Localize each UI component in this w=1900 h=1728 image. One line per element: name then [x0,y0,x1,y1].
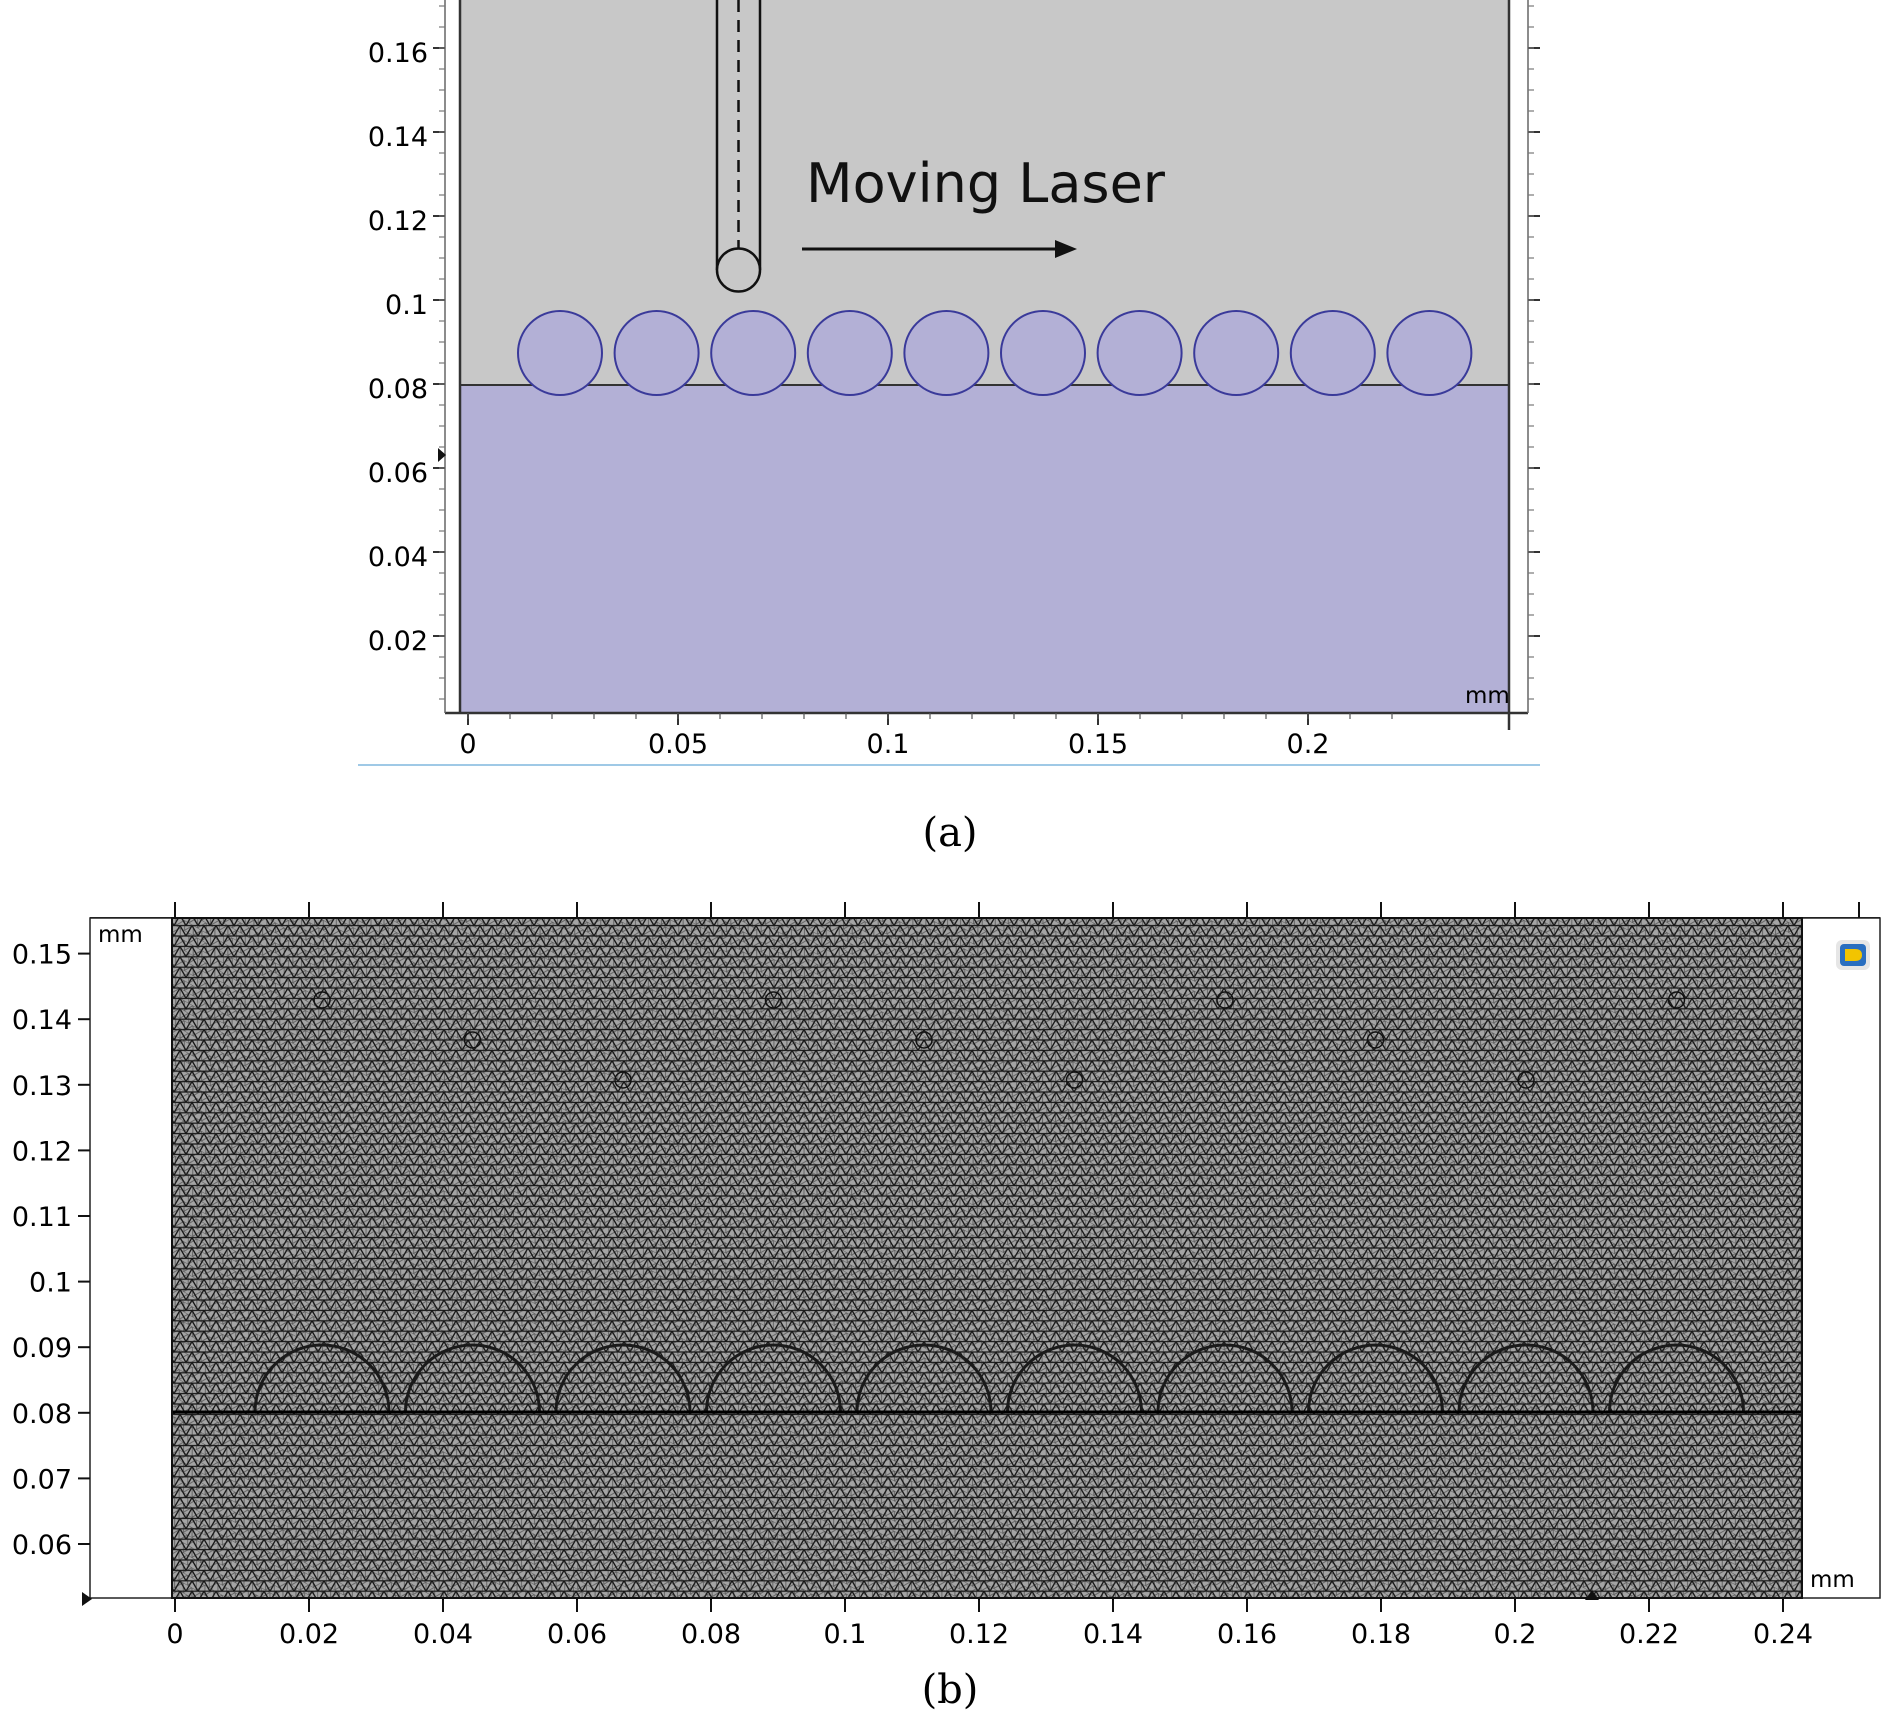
x-tick-label-b: 0.1 [824,1619,867,1650]
unit-label-b-top: mm [98,922,143,948]
right-white-panel [1801,917,1881,1599]
x-tick-label-a: 0.15 [1068,729,1128,760]
powder-particle [1386,310,1473,396]
y-tick-label-a: 0.06 [368,458,428,489]
mesh-particles-b [253,991,1745,1413]
mesh-node-cluster [1667,991,1686,1009]
y-tick-label-b: 0.07 [12,1464,72,1495]
x-tick-label-b: 0.22 [1619,1619,1679,1650]
mesh-particle-outline [1307,1343,1444,1413]
y-tick-label-a: 0.1 [385,290,428,321]
x-tick-label-b: 0.08 [681,1619,741,1650]
direction-arrow [802,240,1077,258]
caption-b: (b) [922,1667,979,1713]
unit-label-b-right: mm [1810,1567,1855,1593]
mesh-node-cluster [463,1031,482,1049]
axis-marker-bottom-b [1585,1590,1599,1600]
mesh-node-cluster [1216,991,1234,1009]
mesh-particle-outline [404,1343,541,1413]
panel-a: Moving Laser mm 0 0.05 0.1 0.15 0.20.020.040… [358,0,1540,856]
caption-a: (a) [922,810,977,856]
y-tick-label-a: 0.08 [368,374,428,405]
y-tick-label-b: 0.12 [12,1136,72,1167]
y-tick-label-b: 0.06 [12,1530,72,1561]
axis-marker-a [438,448,446,462]
x-tick-label-b: 0.06 [547,1619,607,1650]
axis-marker-left-b [82,1592,92,1606]
mesh-particle-outline [1006,1343,1143,1413]
y-tick-label-b: 0.08 [12,1399,72,1430]
y-tick-label-a: 0.14 [368,122,428,153]
powder-particle [710,310,797,396]
x-tick-label-b: 0 [166,1619,183,1650]
powder-particle [903,310,990,396]
mesh-frame [171,917,1803,1599]
x-tick-label-b: 0.02 [279,1619,339,1650]
powder-particle [517,310,603,396]
x-tick-label-b: 0.24 [1753,1619,1813,1650]
x-tick-label-a: 0 [459,729,476,760]
mesh-node-cluster [915,1031,933,1049]
y-tick-label-b: 0.1 [29,1268,72,1299]
x-tick-label-b: 0.2 [1494,1619,1537,1650]
y-tick-label-a: 0.16 [368,38,428,69]
substrate-domain [460,385,1509,713]
mesh-particle-outline [554,1343,692,1413]
mesh-node-cluster [1366,1031,1385,1049]
powder-particles-a [517,310,1473,396]
x-tick-label-a: 0.2 [1287,729,1330,760]
mesh-particle-outline [1457,1343,1595,1413]
y-tick-label-b: 0.14 [12,1005,72,1036]
powder-particle [806,310,893,396]
app-logo-icon [1836,940,1870,970]
axis-ticks-b: 0 0.02 0.04 0.06 0.08 0.1 0.12 0.14 0.16 0.18 0.2 0… [12,902,1860,1650]
x-tick-label-b: 0.14 [1083,1619,1143,1650]
mesh-node-cluster [313,991,331,1009]
y-tick-label-b: 0.13 [12,1071,72,1102]
x-tick-label-a: 0.05 [648,729,708,760]
y-tick-label-b: 0.09 [12,1333,72,1364]
mesh-node-cluster [1517,1071,1535,1089]
mesh-node-cluster [614,1071,632,1089]
powder-particle [1096,310,1183,396]
y-tick-label-b: 0.11 [12,1202,72,1233]
laser-beam [715,0,762,293]
axis-ticks-a: 0 0.05 0.1 0.15 0.2 0.02 0.04 0.06 0.08 0.1 0.12 0.… [368,5,1540,760]
mesh-particle-outline [1156,1343,1294,1413]
mesh-particle-outline [705,1343,842,1413]
y-tick-label-a: 0.04 [368,542,428,573]
mesh-node-cluster [764,991,783,1009]
y-tick-label-b: 0.15 [12,940,72,971]
unit-label-a: mm [1465,683,1510,709]
x-tick-label-b: 0.04 [413,1619,473,1650]
powder-particle [1000,310,1086,396]
left-white-panel [89,917,173,1599]
mesh-particle-outline [855,1343,993,1413]
mesh-overlay [172,918,1802,1598]
y-tick-label-a: 0.02 [368,626,428,657]
x-tick-label-a: 0.1 [867,729,910,760]
mesh-particle-outline [253,1343,391,1413]
moving-laser-label: Moving Laser [806,152,1166,215]
powder-particle [1193,310,1280,396]
powder-particle [613,310,700,396]
x-tick-label-b: 0.16 [1217,1619,1277,1650]
y-tick-label-a: 0.12 [368,206,428,237]
x-tick-label-b: 0.12 [949,1619,1009,1650]
panel-b: mm mm 0 0.02 0.04 0.06 0.08 0.1 0.12 0.14 0.16 0.… [12,902,1881,1713]
powder-particle [1289,310,1376,396]
mesh-particle-outline [1608,1343,1745,1413]
mesh-node-cluster [1065,1071,1084,1089]
x-tick-label-b: 0.18 [1351,1619,1411,1650]
